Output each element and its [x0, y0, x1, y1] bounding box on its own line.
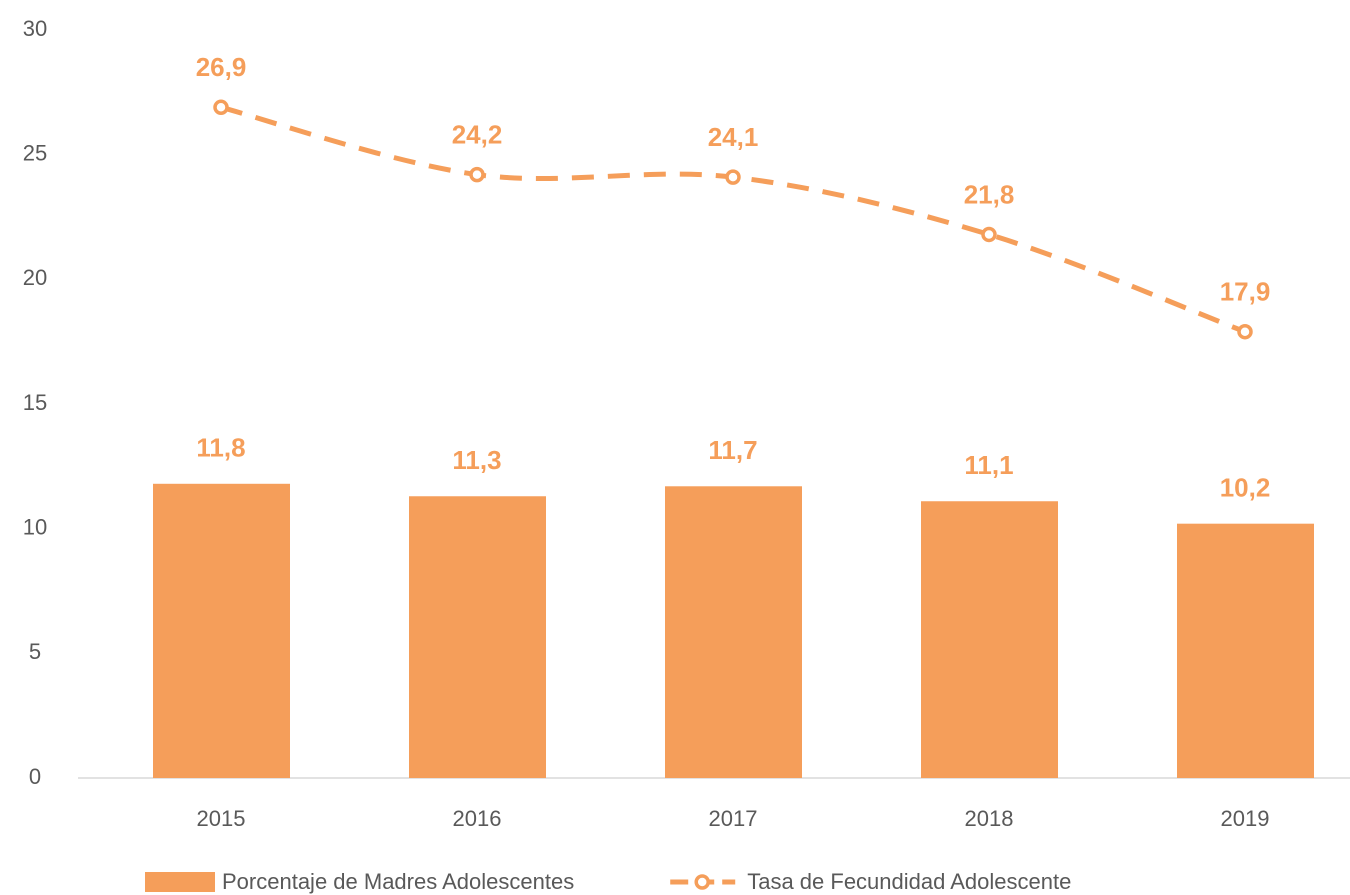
y-tick-label: 5: [29, 639, 41, 664]
bar: [921, 501, 1058, 778]
data-label: 11,1: [964, 450, 1013, 480]
bar: [665, 486, 802, 778]
x-tick-label: 2017: [709, 806, 758, 831]
y-tick-label: 30: [23, 16, 47, 41]
data-label: 11,8: [196, 433, 245, 463]
data-label: 11,3: [452, 445, 501, 475]
data-label: 24,1: [708, 122, 759, 152]
legend-label: Tasa de Fecundidad Adolescente: [747, 869, 1071, 894]
data-label: 11,7: [708, 435, 757, 465]
x-tick-label: 2019: [1221, 806, 1270, 831]
y-tick-label: 0: [29, 764, 41, 789]
line-marker: [1237, 323, 1253, 340]
legend-marker: [694, 874, 710, 890]
data-label: 26,9: [196, 52, 247, 82]
y-tick-label: 10: [23, 514, 47, 539]
data-label: 24,2: [452, 119, 503, 149]
x-tick-label: 2018: [965, 806, 1014, 831]
bar: [153, 483, 290, 778]
bar: [1177, 523, 1314, 778]
x-tick-label: 2015: [197, 806, 246, 831]
line-marker: [213, 99, 229, 116]
y-tick-label: 25: [23, 140, 47, 165]
x-tick-label: 2016: [453, 806, 502, 831]
data-label: 17,9: [1220, 277, 1271, 307]
line-marker: [725, 169, 741, 185]
legend-label: Porcentaje de Madres Adolescentes: [222, 869, 574, 894]
data-label: 10,2: [1220, 473, 1271, 503]
y-tick-label: 20: [23, 265, 47, 290]
line-marker: [469, 166, 485, 183]
bar: [409, 496, 546, 778]
line-marker: [981, 226, 997, 243]
y-tick-label: 15: [23, 390, 47, 415]
data-label: 21,8: [964, 179, 1015, 209]
legend-swatch: [145, 872, 215, 892]
